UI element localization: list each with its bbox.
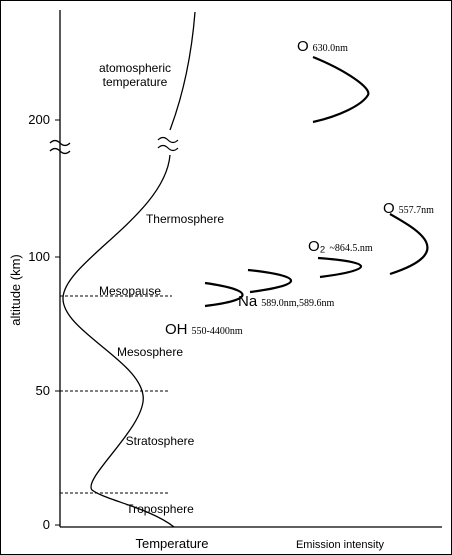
- wavelength: 550-4400nm: [192, 326, 243, 337]
- emission-label: Na 589.0nm,589.6nm: [238, 293, 334, 310]
- temperature-curve: [62, 154, 175, 528]
- curve-label: temperature: [103, 75, 168, 89]
- species: Na: [238, 293, 258, 310]
- y-tick-label: 0: [43, 517, 50, 532]
- species: O₂: [308, 238, 326, 255]
- species: O: [297, 38, 309, 55]
- emission-label: O 630.0nm: [297, 38, 348, 55]
- y-axis-label: altitude (km): [8, 254, 23, 326]
- wavelength: 589.0nm,589.6nm: [261, 298, 334, 309]
- emission-label: O₂ ~864.5.nm: [308, 238, 373, 255]
- species: OH: [165, 321, 188, 338]
- y-ticks: [55, 119, 60, 526]
- emission-profile: [317, 256, 362, 279]
- axis-break: [157, 136, 179, 152]
- y-tick-label: 200: [28, 112, 50, 127]
- axis-break: [49, 139, 71, 155]
- wavelength: 630.0nm: [313, 43, 349, 54]
- emission-profile: [389, 213, 429, 276]
- emission-profile: [247, 268, 293, 294]
- species: O: [383, 200, 395, 217]
- y-tick-label: 100: [28, 249, 50, 264]
- x-axis-label: Temperature: [136, 536, 209, 551]
- wavelength: 557.7nm: [399, 205, 435, 216]
- region-label: Mesopause: [99, 284, 161, 298]
- wavelength: ~864.5.nm: [330, 243, 373, 254]
- emission-profile: [312, 55, 370, 124]
- region-label: Thermosphere: [146, 212, 224, 226]
- region-label: Stratosphere: [126, 434, 195, 448]
- emission-profile: [204, 281, 244, 308]
- emission-label: OH 550-4400nm: [165, 321, 243, 338]
- temperature-curve: [169, 11, 196, 131]
- curve-label: atomospheric: [99, 61, 171, 75]
- region-label: Mesosphere: [117, 345, 183, 359]
- y-tick-label: 50: [36, 383, 50, 398]
- emission-label: O 557.7nm: [383, 200, 434, 217]
- region-label: Troposphere: [126, 502, 194, 516]
- x-axis-label: Emission intensity: [296, 539, 385, 551]
